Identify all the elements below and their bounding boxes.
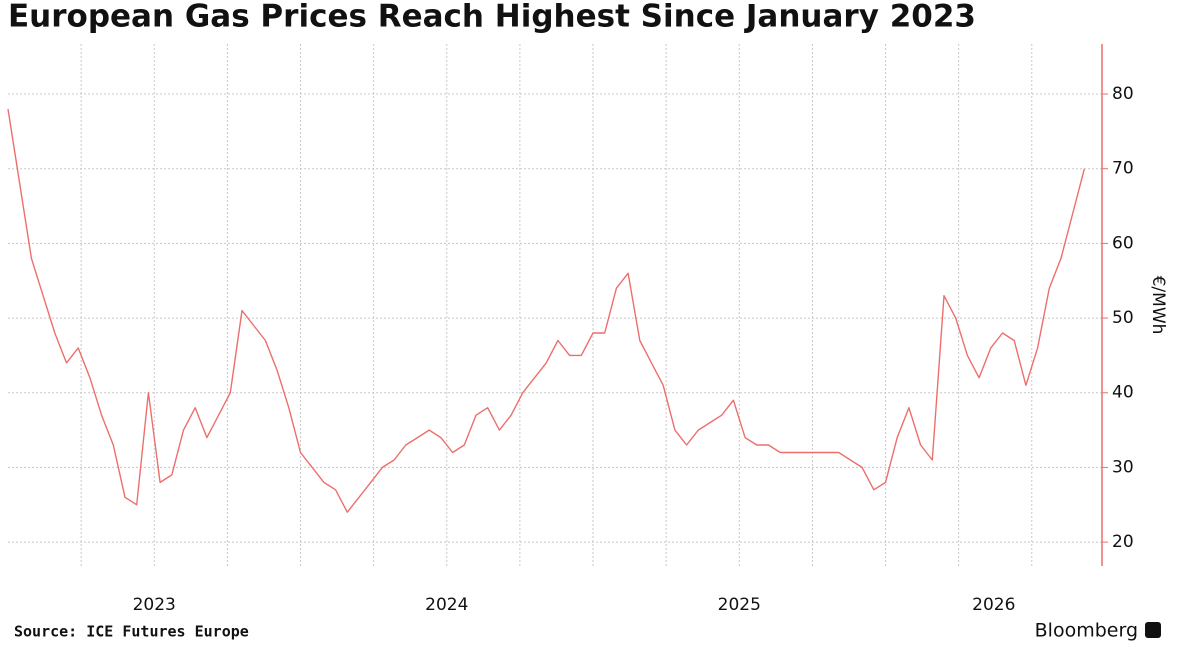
y-tick-label: 30 bbox=[1112, 457, 1134, 477]
x-tick-label: 2026 bbox=[972, 595, 1015, 615]
y-tick-label: 20 bbox=[1112, 532, 1134, 552]
y-axis-label: €/MWh bbox=[1148, 276, 1168, 335]
y-tick-label: 70 bbox=[1112, 159, 1134, 179]
brand-icon bbox=[1145, 622, 1161, 638]
price-line bbox=[7, 108, 1086, 513]
y-tick-label: 80 bbox=[1112, 84, 1134, 104]
y-tick-label: 50 bbox=[1112, 308, 1134, 328]
x-tick-label: 2025 bbox=[718, 595, 761, 615]
x-tick-label: 2024 bbox=[425, 595, 468, 615]
y-tick-label: 60 bbox=[1112, 233, 1134, 253]
chart-title: European Gas Prices Reach Highest Since … bbox=[8, 0, 976, 35]
y-tick-label: 40 bbox=[1112, 383, 1134, 403]
source: Source: ICE Futures Europe bbox=[14, 623, 249, 641]
brand: Bloomberg bbox=[1035, 620, 1138, 642]
x-tick-label: 2023 bbox=[133, 595, 176, 615]
